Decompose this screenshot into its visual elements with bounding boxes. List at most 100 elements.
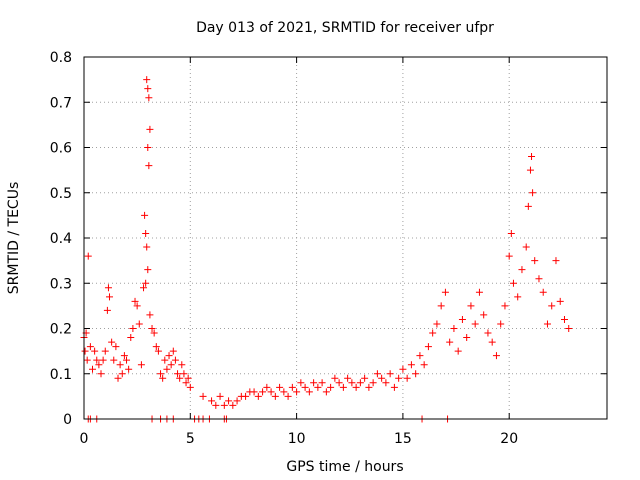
data-point bbox=[407, 361, 415, 369]
x-tick-label: 0 bbox=[80, 431, 89, 447]
data-point bbox=[314, 383, 322, 391]
data-point bbox=[229, 401, 237, 409]
data-point bbox=[180, 370, 188, 378]
x-axis-label: GPS time / hours bbox=[286, 459, 403, 475]
data-point bbox=[505, 252, 513, 260]
data-point bbox=[131, 297, 139, 305]
data-point bbox=[509, 279, 517, 287]
data-point bbox=[169, 347, 177, 355]
data-point bbox=[297, 379, 305, 387]
data-point bbox=[144, 85, 152, 93]
data-point bbox=[242, 392, 250, 400]
data-point bbox=[148, 325, 156, 332]
data-point bbox=[450, 325, 458, 332]
data-point bbox=[560, 315, 568, 323]
data-point bbox=[152, 343, 160, 351]
data-point bbox=[95, 361, 103, 369]
y-tick-label: 0 bbox=[63, 412, 72, 428]
data-point bbox=[382, 379, 390, 387]
data-point bbox=[146, 311, 154, 319]
data-point bbox=[167, 361, 175, 369]
data-point bbox=[216, 392, 224, 400]
data-point bbox=[403, 374, 411, 382]
data-point bbox=[259, 388, 267, 396]
data-point bbox=[480, 311, 488, 319]
data-point bbox=[528, 153, 536, 161]
data-point bbox=[161, 356, 169, 364]
data-point bbox=[186, 383, 194, 391]
data-point bbox=[565, 325, 573, 332]
data-point bbox=[108, 338, 116, 346]
data-point bbox=[199, 392, 207, 400]
data-point bbox=[488, 338, 496, 346]
data-point bbox=[101, 347, 109, 355]
data-point bbox=[310, 379, 318, 387]
data-point bbox=[365, 383, 373, 391]
data-point bbox=[141, 211, 149, 219]
data-point bbox=[212, 401, 220, 409]
data-point bbox=[284, 392, 292, 400]
data-point bbox=[220, 401, 228, 409]
data-point bbox=[524, 202, 532, 210]
data-point bbox=[348, 379, 356, 387]
data-point bbox=[157, 370, 165, 378]
data-point bbox=[163, 365, 171, 373]
data-point bbox=[123, 356, 131, 364]
x-tick-label: 10 bbox=[288, 431, 306, 447]
data-point bbox=[339, 383, 347, 391]
data-point bbox=[344, 374, 352, 382]
data-point bbox=[104, 284, 112, 292]
data-point bbox=[99, 356, 107, 364]
data-point bbox=[522, 243, 530, 251]
data-point bbox=[399, 365, 407, 373]
data-point bbox=[89, 365, 97, 373]
data-point bbox=[91, 347, 99, 355]
data-point bbox=[250, 388, 258, 396]
data-point bbox=[154, 347, 162, 355]
data-point bbox=[507, 229, 515, 237]
data-point bbox=[103, 306, 111, 314]
data-point bbox=[143, 76, 151, 84]
data-point bbox=[267, 388, 275, 396]
data-point bbox=[254, 392, 262, 400]
data-point bbox=[424, 343, 432, 351]
data-point bbox=[331, 374, 339, 382]
data-point bbox=[184, 374, 192, 382]
data-point bbox=[135, 320, 143, 328]
data-point bbox=[531, 257, 539, 265]
data-point bbox=[395, 374, 403, 382]
data-point bbox=[535, 275, 543, 283]
ticks-layer: 0 5 10 15 20 0 0.1 0.2 0.3 0.4 0.5 0.6 0.7 0.8 bbox=[50, 50, 607, 447]
data-point bbox=[144, 144, 152, 151]
data-point bbox=[497, 320, 505, 328]
data-point bbox=[556, 297, 564, 305]
y-axis-label: SRMTID / TECUs bbox=[6, 182, 22, 295]
y-tick-label: 0.5 bbox=[50, 186, 72, 202]
data-point bbox=[150, 329, 158, 337]
data-point bbox=[125, 365, 133, 373]
data-point bbox=[454, 347, 462, 355]
data-point bbox=[335, 379, 343, 387]
data-point bbox=[81, 347, 89, 355]
data-point bbox=[420, 361, 428, 369]
data-point bbox=[145, 162, 153, 170]
y-tick-label: 0.6 bbox=[50, 141, 72, 157]
data-point bbox=[165, 352, 173, 360]
y-tick-label: 0.4 bbox=[50, 231, 72, 247]
data-point bbox=[208, 397, 216, 405]
data-point bbox=[437, 302, 445, 310]
data-point bbox=[526, 166, 534, 174]
data-point bbox=[518, 266, 526, 274]
data-point bbox=[327, 383, 335, 391]
data-point bbox=[361, 374, 369, 382]
data-point bbox=[176, 374, 184, 382]
y-tick-label: 0.2 bbox=[50, 322, 72, 338]
data-point bbox=[276, 383, 284, 391]
data-point bbox=[293, 388, 301, 396]
x-tick-label: 20 bbox=[500, 431, 518, 447]
data-point bbox=[263, 383, 271, 391]
data-point bbox=[301, 383, 309, 391]
data-point bbox=[171, 356, 179, 364]
data-point bbox=[412, 370, 420, 378]
data-point bbox=[178, 361, 186, 369]
